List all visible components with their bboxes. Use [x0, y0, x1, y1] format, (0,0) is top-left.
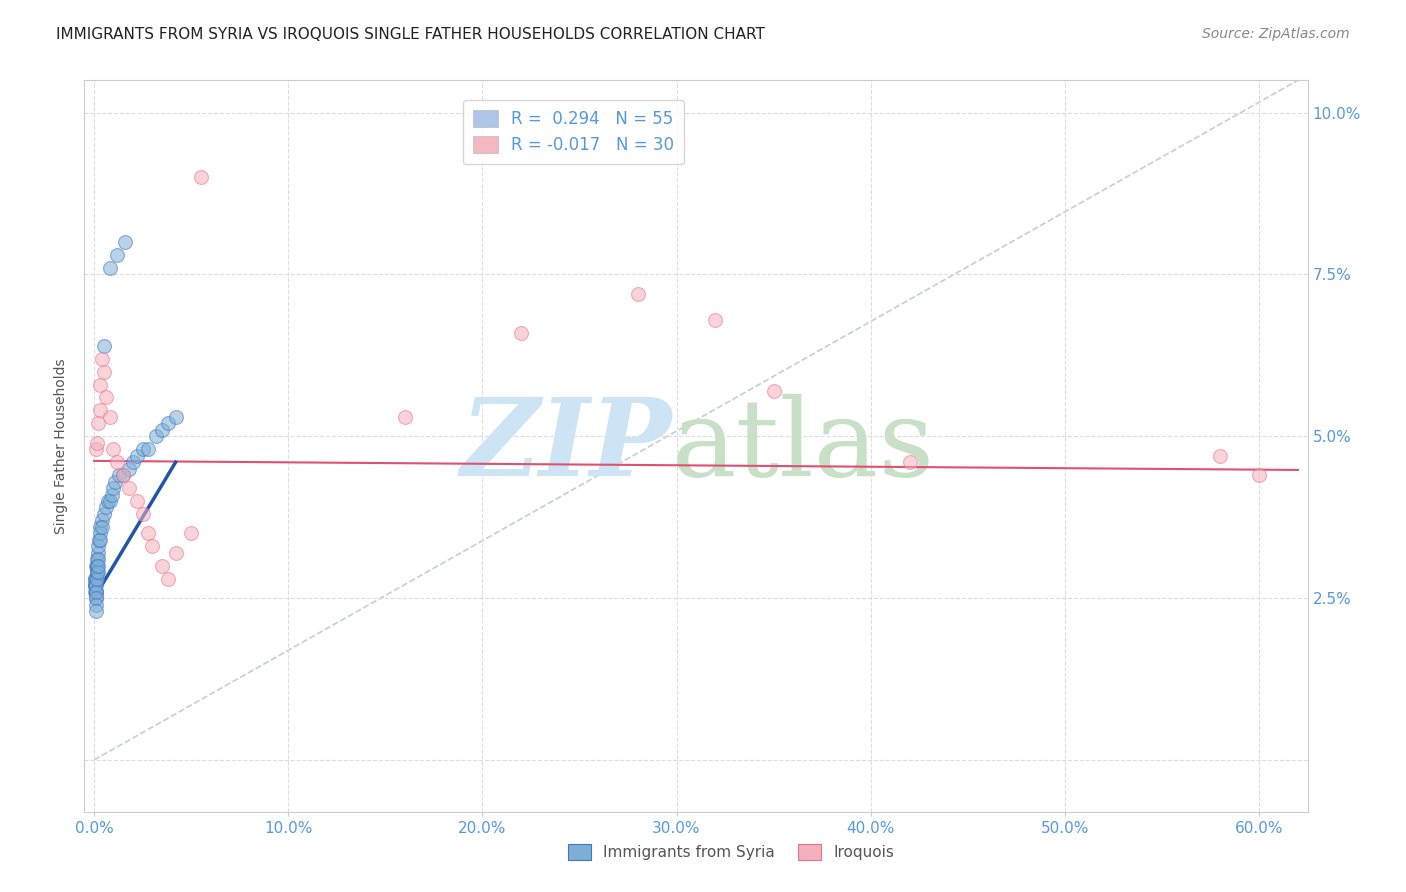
Text: IMMIGRANTS FROM SYRIA VS IROQUOIS SINGLE FATHER HOUSEHOLDS CORRELATION CHART: IMMIGRANTS FROM SYRIA VS IROQUOIS SINGLE… — [56, 27, 765, 42]
Point — [112, 468, 135, 483]
Point — [87, 558, 110, 573]
Point — [84, 584, 107, 599]
Point — [138, 526, 160, 541]
Point — [98, 494, 121, 508]
Point — [86, 435, 108, 450]
Point — [86, 558, 108, 573]
Point — [94, 500, 117, 515]
Point — [87, 546, 110, 560]
Point — [108, 468, 131, 483]
Point — [100, 487, 122, 501]
Point — [86, 558, 108, 573]
Point — [190, 170, 212, 185]
Point — [84, 584, 107, 599]
Point — [93, 507, 115, 521]
Point — [103, 442, 125, 457]
Point — [125, 494, 148, 508]
Point — [165, 409, 187, 424]
Point — [89, 403, 111, 417]
Point — [165, 546, 187, 560]
Point — [93, 365, 115, 379]
Point — [762, 384, 785, 398]
Point — [627, 286, 650, 301]
Point — [898, 455, 921, 469]
Point — [89, 377, 111, 392]
Point — [122, 455, 145, 469]
Point — [704, 312, 727, 326]
Point — [87, 533, 110, 547]
Point — [86, 552, 108, 566]
Point — [83, 578, 105, 592]
Point — [84, 572, 107, 586]
Point — [112, 468, 135, 483]
Point — [84, 578, 107, 592]
Point — [87, 417, 110, 431]
Point — [104, 475, 127, 489]
Point — [84, 572, 107, 586]
Point — [89, 526, 111, 541]
Point — [114, 235, 136, 249]
Point — [125, 449, 148, 463]
Point — [145, 429, 167, 443]
Point — [84, 591, 107, 606]
Point — [103, 481, 125, 495]
Point — [94, 391, 117, 405]
Point — [84, 604, 107, 618]
Point — [84, 578, 107, 592]
Point — [97, 494, 120, 508]
Point — [84, 598, 107, 612]
Point — [87, 539, 110, 553]
Point — [84, 591, 107, 606]
Point — [98, 260, 121, 275]
Point — [87, 552, 110, 566]
Point — [150, 558, 173, 573]
Point — [105, 248, 128, 262]
Point — [118, 481, 141, 495]
Point — [105, 455, 128, 469]
Point — [156, 572, 179, 586]
Point — [138, 442, 160, 457]
Point — [86, 566, 108, 580]
Point — [510, 326, 533, 340]
Point — [84, 442, 107, 457]
Point — [90, 520, 112, 534]
Point — [90, 513, 112, 527]
Point — [118, 461, 141, 475]
Text: Source: ZipAtlas.com: Source: ZipAtlas.com — [1202, 27, 1350, 41]
Text: atlas: atlas — [672, 393, 935, 499]
Point — [86, 572, 108, 586]
Point — [86, 558, 108, 573]
Point — [1247, 468, 1270, 483]
Point — [131, 507, 153, 521]
Point — [89, 520, 111, 534]
Point — [1209, 449, 1232, 463]
Point — [394, 409, 416, 424]
Point — [180, 526, 202, 541]
Text: ZIP: ZIP — [460, 393, 672, 499]
Point — [84, 584, 107, 599]
Point — [84, 584, 107, 599]
Point — [156, 417, 179, 431]
Point — [86, 566, 108, 580]
Point — [86, 566, 108, 580]
Point — [89, 533, 111, 547]
Point — [131, 442, 153, 457]
Legend: Immigrants from Syria, Iroquois: Immigrants from Syria, Iroquois — [562, 838, 900, 866]
Legend: R =  0.294   N = 55, R = -0.017   N = 30: R = 0.294 N = 55, R = -0.017 N = 30 — [463, 100, 685, 164]
Point — [93, 339, 115, 353]
Point — [150, 423, 173, 437]
Point — [83, 572, 105, 586]
Point — [141, 539, 163, 553]
Y-axis label: Single Father Households: Single Father Households — [55, 359, 69, 533]
Point — [98, 409, 121, 424]
Point — [90, 351, 112, 366]
Point — [84, 578, 107, 592]
